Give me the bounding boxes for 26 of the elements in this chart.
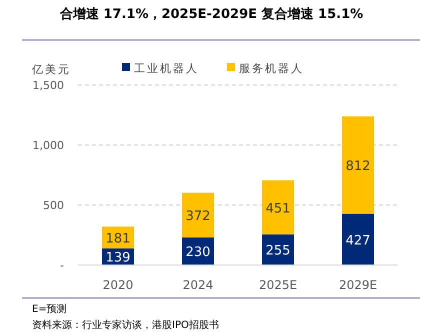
chart-title: 合增速 17.1%，2025E-2029E 复合增速 15.1% [58,6,364,22]
x-tick-label: 2024 [182,278,214,292]
legend-label: 服务机器人 [239,62,304,75]
data-label: 181 [106,231,130,246]
x-tick-label: 2025E [258,278,298,292]
y-tick-label: 500 [43,199,64,212]
y-tick-label: - [60,259,64,272]
data-label: 255 [266,244,290,259]
bar [262,180,294,234]
data-label: 427 [346,233,370,248]
bar [182,192,214,238]
y-tick-label: 1,500 [32,79,64,92]
x-tick-label: 2020 [102,278,134,292]
text: 资料来源：行业专家访谈，港股IPO招股书 [32,319,219,331]
legend-label: 工业机器人 [134,62,199,75]
data-label: 230 [186,245,210,260]
text: E=预测 [32,303,67,315]
bar [342,214,374,265]
y-axis-title: 亿美元 [31,63,71,76]
bar [342,116,374,214]
y-tick-label: 1,000 [32,139,64,152]
data-label: 451 [266,201,290,216]
data-label: 139 [106,250,130,266]
data-label: 372 [186,209,210,224]
data-label: 812 [346,159,370,174]
x-tick-label: 2029E [338,278,378,292]
